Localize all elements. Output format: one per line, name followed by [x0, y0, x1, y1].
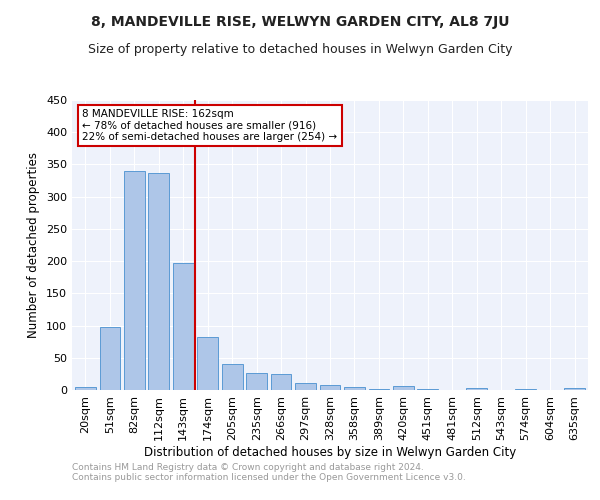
Bar — [466, 388, 487, 390]
Bar — [100, 327, 120, 390]
Bar — [393, 386, 414, 390]
Text: 8, MANDEVILLE RISE, WELWYN GARDEN CITY, AL8 7JU: 8, MANDEVILLE RISE, WELWYN GARDEN CITY, … — [91, 15, 509, 29]
Bar — [173, 263, 194, 390]
Bar — [564, 388, 585, 390]
X-axis label: Distribution of detached houses by size in Welwyn Garden City: Distribution of detached houses by size … — [144, 446, 516, 458]
Bar — [148, 174, 169, 390]
Y-axis label: Number of detached properties: Number of detached properties — [28, 152, 40, 338]
Bar — [246, 372, 267, 390]
Bar — [295, 383, 316, 390]
Bar — [197, 336, 218, 390]
Text: Size of property relative to detached houses in Welwyn Garden City: Size of property relative to detached ho… — [88, 42, 512, 56]
Text: Contains HM Land Registry data © Crown copyright and database right 2024.
Contai: Contains HM Land Registry data © Crown c… — [72, 463, 466, 482]
Bar — [222, 364, 242, 390]
Bar — [124, 171, 145, 390]
Bar — [271, 374, 292, 390]
Bar — [75, 387, 96, 390]
Bar — [320, 386, 340, 390]
Bar — [344, 387, 365, 390]
Text: 8 MANDEVILLE RISE: 162sqm
← 78% of detached houses are smaller (916)
22% of semi: 8 MANDEVILLE RISE: 162sqm ← 78% of detac… — [82, 108, 337, 142]
